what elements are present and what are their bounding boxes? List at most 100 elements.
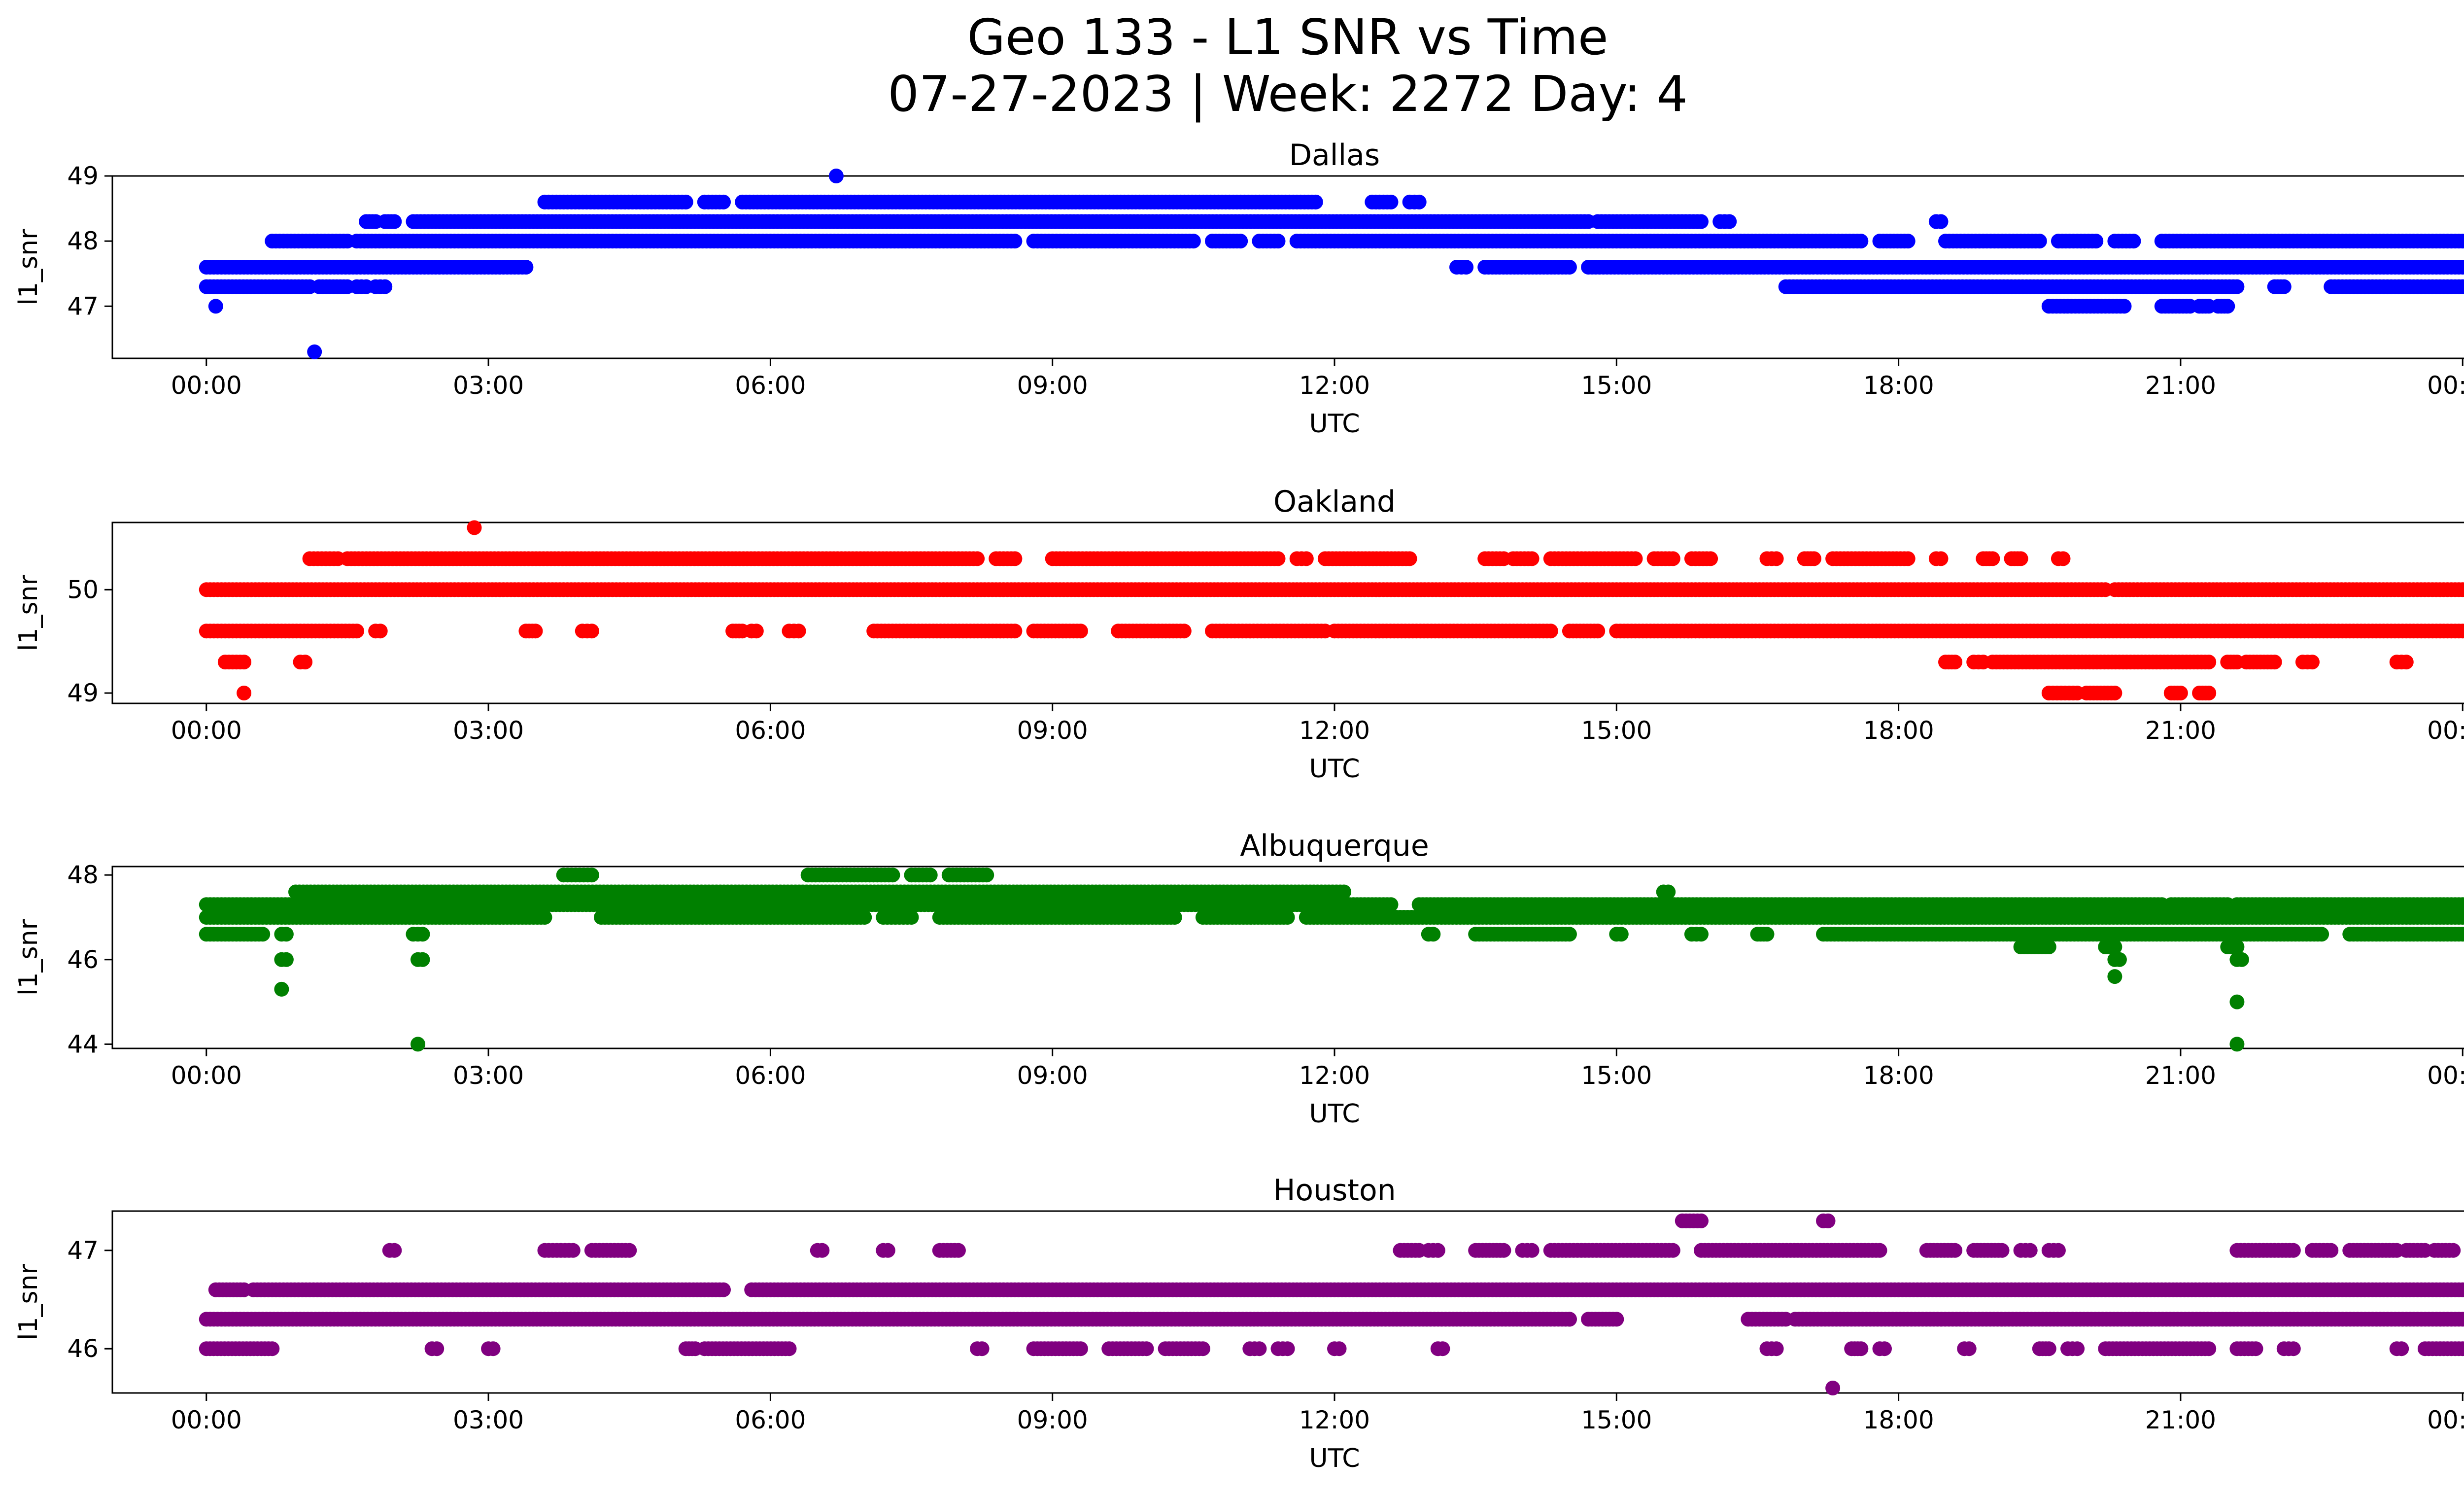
data-point — [1900, 551, 1916, 566]
data-point — [528, 624, 543, 639]
data-point — [2398, 655, 2414, 670]
data-point — [1007, 624, 1023, 639]
data-point — [584, 868, 599, 883]
data-point — [2107, 686, 2122, 700]
x-tick-label: 15:00 — [1581, 1061, 1652, 1090]
data-point — [2455, 260, 2464, 275]
data-point — [349, 624, 364, 639]
data-point — [678, 194, 693, 209]
series-points — [199, 520, 2464, 700]
x-tick-label: 21:00 — [2145, 1061, 2216, 1090]
x-tick-label: 00:00 — [171, 716, 242, 745]
subplot-title: Dallas — [1289, 138, 1380, 173]
data-point — [1299, 551, 1314, 566]
data-point — [2032, 234, 2047, 249]
data-point — [1613, 927, 1629, 942]
x-tick-label: 06:00 — [735, 1061, 806, 1090]
data-point — [1703, 551, 1718, 566]
x-tick-label: 15:00 — [1581, 716, 1652, 745]
y-tick-label: 46 — [67, 945, 99, 974]
data-point — [1562, 260, 1577, 275]
data-point — [2088, 234, 2104, 249]
data-point — [1769, 551, 1784, 566]
data-point — [2013, 551, 2028, 566]
data-point — [237, 655, 252, 670]
data-point — [2117, 299, 2132, 314]
x-axis-label: UTC — [1309, 754, 1360, 784]
x-tick-label: 18:00 — [1863, 371, 1934, 400]
figure-title-line1: Geo 133 - L1 SNR vs Time — [967, 8, 1608, 66]
data-point — [208, 299, 223, 314]
data-point — [1270, 551, 1286, 566]
data-point — [1186, 234, 1201, 249]
data-point — [1073, 624, 1088, 639]
data-point — [1007, 234, 1023, 249]
x-tick-label: 15:00 — [1581, 371, 1652, 400]
data-point — [2201, 686, 2217, 700]
data-point — [387, 214, 402, 229]
y-tick-label: 48 — [67, 227, 99, 255]
x-tick-label: 18:00 — [1863, 1061, 1934, 1090]
data-point — [2229, 279, 2245, 294]
data-point — [1459, 260, 1474, 275]
data-point — [467, 520, 482, 535]
x-tick-label: 03:00 — [453, 371, 524, 400]
data-point — [2220, 299, 2235, 314]
data-point — [1562, 927, 1577, 942]
data-point — [904, 910, 919, 925]
x-tick-label: 21:00 — [2145, 371, 2216, 400]
x-tick-label: 00:00 — [171, 371, 242, 400]
data-point — [1336, 884, 1352, 900]
y-tick-label: 50 — [67, 575, 99, 604]
data-point — [415, 927, 430, 942]
data-point — [1280, 910, 1295, 925]
data-point — [1007, 551, 1023, 566]
y-tick-label: 49 — [67, 679, 99, 707]
data-point — [749, 624, 764, 639]
data-point — [2459, 234, 2464, 248]
data-point — [791, 624, 806, 639]
data-point — [1853, 234, 1869, 249]
data-point — [923, 868, 938, 883]
data-point — [1985, 551, 2000, 566]
data-point — [1402, 551, 1417, 566]
data-point — [885, 868, 900, 883]
data-point — [255, 927, 271, 942]
x-tick-label: 00:00 — [2427, 716, 2464, 745]
x-tick-label: 03:00 — [453, 716, 524, 745]
data-point — [2201, 655, 2217, 670]
subplot-title: Oakland — [1273, 485, 1396, 519]
data-point — [2055, 551, 2071, 566]
data-point — [1948, 655, 1963, 670]
x-tick-label: 03:00 — [453, 1061, 524, 1090]
data-point — [377, 279, 393, 294]
data-point — [857, 910, 872, 925]
data-point — [1176, 624, 1192, 639]
data-point — [1694, 927, 1709, 942]
data-point — [1661, 884, 1676, 900]
y-axis-label: l1_snr — [14, 574, 43, 651]
series-points — [199, 169, 2464, 359]
x-tick-label: 09:00 — [1017, 1061, 1088, 1090]
x-tick-label: 09:00 — [1017, 716, 1088, 745]
data-point — [1543, 624, 1558, 639]
data-point — [2173, 686, 2188, 700]
data-point — [584, 624, 599, 639]
data-point — [1628, 551, 1643, 566]
x-tick-label: 06:00 — [735, 716, 806, 745]
x-axis-label: UTC — [1309, 1099, 1360, 1129]
x-tick-label: 00:00 — [2427, 371, 2464, 400]
y-tick-label: 47 — [67, 292, 99, 320]
data-point — [2276, 279, 2292, 294]
x-tick-label: 00:00 — [2427, 1061, 2464, 1090]
data-point — [1308, 194, 1323, 209]
x-tick-label: 18:00 — [1863, 716, 1934, 745]
data-point — [1383, 194, 1399, 209]
subplot-title: Albuquerque — [1240, 829, 1429, 863]
data-point — [1806, 551, 1821, 566]
x-tick-label: 21:00 — [2145, 716, 2216, 745]
